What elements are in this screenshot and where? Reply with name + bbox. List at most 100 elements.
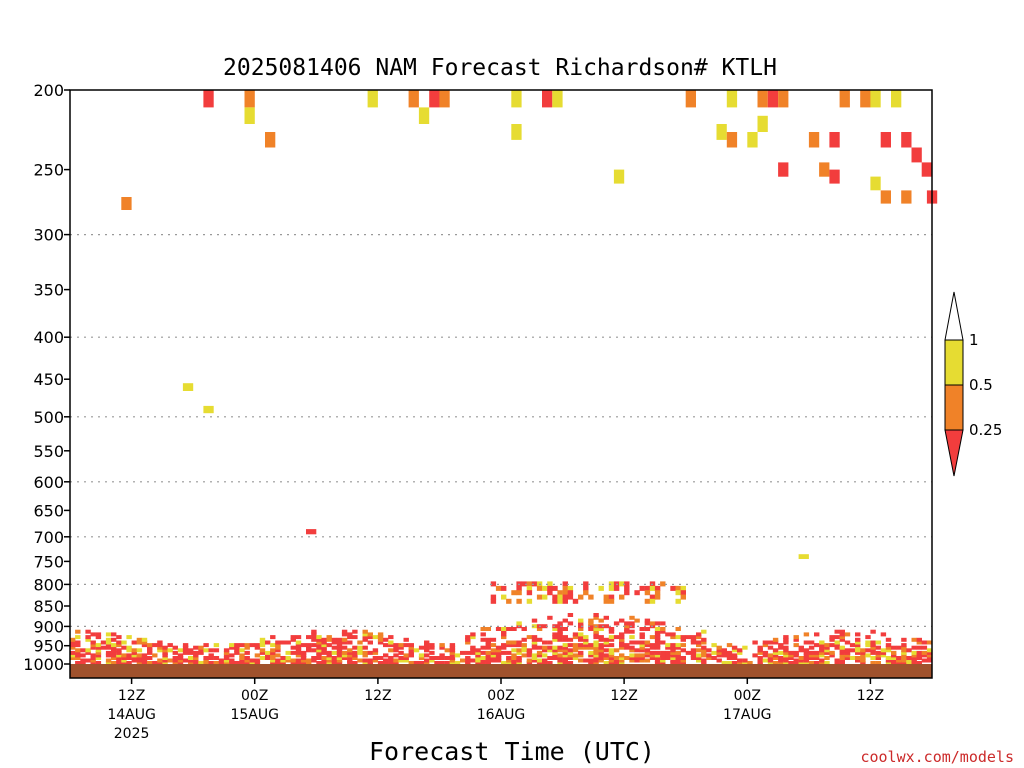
ri-cell	[331, 658, 338, 663]
ri-cell	[275, 653, 281, 658]
ri-cell	[896, 658, 902, 663]
ri-cell	[696, 656, 702, 660]
ri-cell	[280, 658, 286, 663]
ri-cell	[157, 643, 163, 648]
ri-cell	[95, 648, 102, 653]
ri-cell	[696, 648, 702, 653]
ri-cell	[547, 656, 553, 660]
x-tick-label: 14AUG	[107, 707, 156, 723]
ri-cell	[793, 661, 799, 665]
ri-cell	[177, 656, 184, 660]
ri-cell	[295, 650, 302, 655]
ri-cell	[808, 132, 820, 148]
ri-cell	[885, 637, 892, 642]
ri-cell	[306, 658, 312, 663]
ri-cell	[403, 653, 409, 658]
ri-cell	[716, 653, 722, 658]
ri-cell	[593, 656, 599, 660]
ri-cell	[680, 637, 686, 642]
ri-cell	[680, 648, 686, 653]
ri-cell	[608, 629, 615, 634]
ri-cell	[603, 648, 609, 653]
ri-cell	[598, 585, 604, 591]
ri-cell	[70, 653, 76, 658]
ri-cell	[75, 653, 81, 658]
ri-cell	[480, 658, 486, 663]
ri-cell	[501, 650, 507, 655]
ri-cell	[603, 615, 609, 620]
ri-cell	[783, 635, 789, 640]
ri-cell	[634, 640, 640, 645]
ri-cell	[383, 661, 389, 665]
ri-cell	[583, 637, 589, 642]
ri-cell	[531, 581, 538, 587]
ri-cell	[341, 645, 348, 650]
ri-cell	[726, 650, 733, 655]
ri-cell	[470, 648, 476, 653]
ri-cell	[336, 653, 343, 658]
ri-cell	[111, 653, 117, 658]
ri-cell	[649, 643, 656, 648]
ri-cell	[403, 643, 409, 648]
ri-cell	[644, 648, 651, 653]
ri-cell	[223, 656, 230, 660]
ri-cell	[131, 653, 137, 658]
ri-cell	[598, 618, 604, 623]
ri-cell	[675, 650, 681, 655]
ri-cell	[834, 629, 840, 634]
ri-cell	[316, 661, 322, 665]
ri-cell	[875, 650, 881, 655]
ri-cell	[377, 656, 384, 660]
ri-cell	[223, 650, 230, 655]
ri-cell	[737, 648, 743, 653]
ri-cell	[639, 658, 645, 663]
ri-cell	[619, 635, 625, 640]
y-tick-label: 650	[33, 501, 64, 520]
ri-cell	[675, 656, 681, 660]
ri-cell	[783, 645, 789, 650]
ri-cell	[121, 661, 127, 665]
ri-cell	[321, 656, 327, 660]
ri-cell	[901, 645, 907, 650]
y-tick-label: 400	[33, 328, 64, 347]
ri-cell	[588, 661, 594, 665]
ri-cell	[696, 658, 702, 663]
ri-cell	[803, 661, 810, 665]
ri-cell	[290, 645, 296, 650]
ri-cell	[793, 653, 799, 658]
ri-cell	[531, 640, 538, 645]
ri-cell	[608, 653, 615, 658]
ri-cell	[306, 635, 312, 640]
ri-cell	[126, 661, 132, 665]
ri-cell	[506, 656, 512, 660]
ri-cell	[444, 661, 450, 665]
ri-cell	[701, 661, 707, 665]
ri-cell	[767, 640, 774, 645]
ri-cell	[901, 661, 907, 665]
ri-cell	[680, 658, 686, 663]
ri-cell	[875, 653, 881, 658]
legend-above-triangle	[944, 291, 964, 341]
ri-cell	[680, 656, 686, 660]
ri-cell	[552, 635, 558, 640]
ri-cell	[562, 627, 568, 631]
ri-cell	[70, 645, 76, 650]
ri-cell	[726, 132, 738, 148]
ri-cell	[870, 656, 876, 660]
ri-cell	[860, 658, 866, 663]
ri-cell	[383, 658, 389, 663]
ri-cell	[557, 594, 563, 600]
ri-cell	[542, 640, 548, 645]
ri-cell	[839, 661, 845, 665]
ri-cell	[578, 650, 584, 655]
x-tick-label: 12Z	[857, 688, 884, 704]
ri-cell	[608, 656, 615, 660]
ri-cell	[654, 590, 661, 596]
ri-cell	[608, 661, 615, 665]
ri-cell	[624, 656, 630, 660]
ri-cell	[398, 645, 404, 650]
ri-cell	[613, 621, 620, 626]
ri-cell	[757, 648, 763, 653]
ri-cell	[413, 648, 420, 653]
ri-cell	[921, 650, 928, 655]
